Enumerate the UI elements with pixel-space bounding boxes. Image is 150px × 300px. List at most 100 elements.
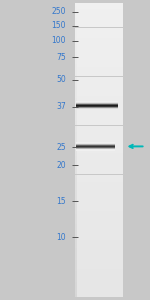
Bar bbox=[75, 205, 123, 206]
Bar bbox=[75, 220, 123, 221]
Bar bbox=[75, 104, 123, 105]
Bar bbox=[75, 91, 123, 92]
Bar bbox=[75, 171, 123, 172]
Bar bbox=[75, 138, 77, 139]
Bar bbox=[75, 60, 123, 61]
Bar bbox=[75, 202, 77, 203]
Bar bbox=[75, 68, 123, 69]
Bar bbox=[75, 52, 123, 53]
Bar bbox=[75, 167, 77, 168]
Bar bbox=[75, 149, 123, 150]
Bar bbox=[75, 161, 123, 162]
Bar bbox=[75, 211, 123, 212]
Bar bbox=[75, 32, 123, 33]
Bar bbox=[75, 206, 123, 207]
Bar bbox=[75, 51, 77, 52]
Bar bbox=[75, 183, 123, 184]
Bar bbox=[75, 224, 123, 226]
Bar bbox=[75, 262, 77, 263]
Bar bbox=[75, 184, 77, 185]
Bar bbox=[75, 228, 77, 230]
Bar bbox=[75, 188, 123, 189]
Bar bbox=[75, 147, 77, 148]
Bar bbox=[75, 290, 77, 291]
Bar bbox=[75, 180, 77, 181]
Bar bbox=[75, 7, 77, 8]
Bar bbox=[75, 182, 77, 183]
Bar bbox=[75, 67, 77, 68]
Bar bbox=[75, 151, 123, 152]
Bar bbox=[75, 206, 77, 207]
Bar bbox=[75, 251, 123, 252]
Bar bbox=[75, 190, 77, 191]
Bar bbox=[75, 84, 77, 85]
Bar bbox=[75, 169, 77, 171]
Bar bbox=[75, 29, 77, 30]
Bar bbox=[75, 138, 123, 139]
Bar bbox=[75, 50, 123, 51]
Bar bbox=[75, 106, 77, 107]
Bar bbox=[75, 160, 123, 161]
Bar bbox=[75, 257, 77, 258]
Bar bbox=[75, 163, 123, 164]
Bar bbox=[75, 195, 123, 196]
Bar bbox=[75, 112, 77, 113]
Bar bbox=[75, 259, 77, 260]
Bar bbox=[75, 145, 77, 146]
Bar bbox=[75, 260, 77, 261]
Bar bbox=[75, 76, 123, 77]
Bar bbox=[75, 245, 77, 246]
Bar bbox=[75, 62, 123, 63]
Bar bbox=[75, 118, 77, 119]
Bar bbox=[75, 35, 77, 36]
Bar bbox=[75, 53, 77, 54]
Bar bbox=[75, 274, 77, 275]
Bar bbox=[75, 272, 77, 274]
Bar bbox=[75, 42, 123, 43]
Bar bbox=[75, 144, 77, 145]
Bar bbox=[75, 135, 123, 136]
Bar bbox=[75, 193, 123, 194]
Bar bbox=[75, 36, 77, 37]
Bar bbox=[75, 190, 123, 191]
Bar bbox=[75, 131, 77, 132]
Bar bbox=[75, 249, 77, 250]
Bar bbox=[75, 211, 77, 212]
Bar bbox=[75, 216, 123, 217]
Bar bbox=[75, 118, 123, 119]
Bar bbox=[75, 107, 77, 108]
Bar bbox=[75, 39, 123, 40]
Bar bbox=[75, 156, 77, 157]
Bar bbox=[75, 132, 77, 133]
Bar bbox=[75, 22, 123, 24]
Bar bbox=[75, 33, 77, 34]
Bar bbox=[75, 19, 123, 20]
Bar bbox=[75, 169, 123, 170]
Bar bbox=[75, 98, 77, 99]
Bar bbox=[75, 66, 123, 67]
Bar bbox=[75, 179, 77, 180]
Bar bbox=[75, 196, 77, 197]
Bar bbox=[75, 245, 123, 246]
Bar bbox=[75, 237, 123, 238]
Bar bbox=[75, 33, 123, 34]
Bar bbox=[75, 157, 123, 158]
Bar bbox=[75, 76, 77, 77]
Bar bbox=[75, 293, 123, 294]
Bar bbox=[75, 167, 123, 168]
Bar bbox=[75, 18, 77, 19]
Bar bbox=[75, 118, 123, 120]
Bar bbox=[75, 57, 123, 58]
Bar bbox=[75, 187, 77, 188]
Bar bbox=[75, 262, 123, 263]
Bar bbox=[75, 64, 123, 65]
Bar bbox=[75, 287, 123, 288]
Bar bbox=[75, 90, 77, 91]
Bar bbox=[75, 11, 123, 12]
Bar bbox=[75, 8, 123, 9]
Bar bbox=[75, 129, 123, 130]
Bar bbox=[75, 63, 123, 64]
Bar bbox=[75, 114, 123, 115]
Bar bbox=[75, 290, 123, 291]
Bar bbox=[75, 28, 77, 29]
